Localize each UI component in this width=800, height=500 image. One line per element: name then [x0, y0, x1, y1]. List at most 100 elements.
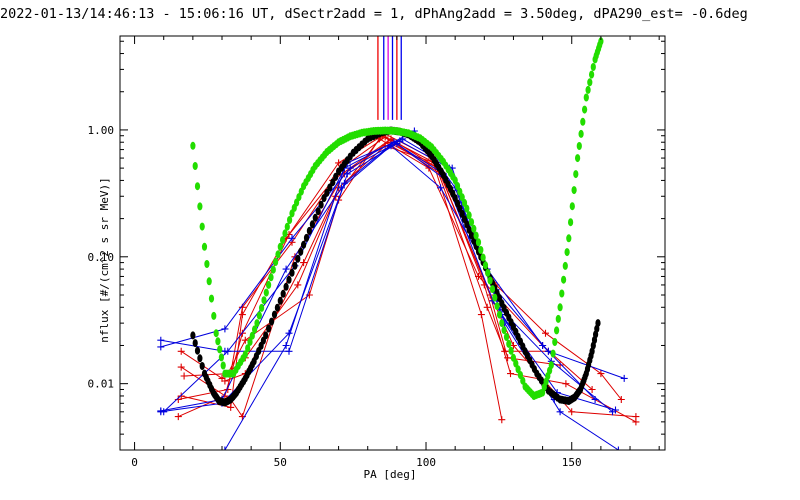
green-fit-point [218, 353, 224, 362]
green-fit-point [190, 141, 196, 150]
green-fit-point [482, 261, 489, 270]
black-fit-point [333, 172, 339, 181]
series-line [160, 141, 555, 413]
green-fit-point [245, 344, 251, 353]
series-point-marker [157, 343, 165, 351]
black-fit-point [315, 207, 321, 216]
series-point-marker [224, 347, 232, 355]
green-fit-point [270, 265, 276, 274]
series-point-marker [335, 159, 343, 167]
green-fit-point [215, 337, 221, 346]
black-fit-point [283, 282, 289, 291]
series-point-marker [437, 184, 445, 192]
green-fit-point [564, 248, 570, 257]
green-fit-point [454, 182, 461, 190]
green-fit-point [508, 346, 514, 355]
black-fit-point [324, 188, 330, 197]
x-tick-label: 150 [562, 456, 582, 469]
series-point-marker [588, 386, 596, 393]
series-point-marker [300, 259, 308, 267]
black-fit-point [197, 354, 203, 363]
green-fit-point [197, 202, 203, 211]
black-fit-point [277, 296, 283, 305]
black-fit-point [263, 331, 269, 340]
black-fit-point [295, 254, 301, 263]
y-tick-label: 0.01 [88, 378, 115, 391]
series-point-marker [556, 361, 564, 369]
green-fit-point [485, 268, 491, 277]
series-point-marker [387, 135, 395, 143]
vertical-marker-lines [377, 36, 402, 120]
green-fit-point [496, 310, 503, 319]
y-tick-label: 1.00 [88, 124, 115, 137]
series-point-marker [294, 281, 302, 289]
green-fit-point [199, 222, 205, 231]
green-fit-point [213, 329, 219, 338]
series-point-marker [539, 342, 547, 349]
black-fit-point [280, 289, 286, 298]
series-point-marker [157, 336, 165, 344]
green-fit-point [513, 359, 519, 368]
series-point-marker [157, 407, 165, 415]
series-point-marker [221, 377, 229, 385]
green-fit-point [280, 236, 286, 245]
series-point-marker [241, 336, 249, 344]
green-fit-point [578, 129, 584, 138]
green-fit-point [273, 258, 279, 266]
green-fit-point [573, 170, 579, 179]
green-fit-point [568, 218, 574, 227]
green-fit-point [259, 303, 265, 312]
black-fit-point [301, 240, 307, 249]
black-fit-point [266, 324, 272, 333]
green-fit-point [487, 276, 493, 285]
green-fit-point [461, 198, 468, 207]
series-point-marker [483, 303, 491, 311]
series-point-marker [221, 446, 229, 450]
black-fit-point [298, 247, 304, 256]
x-axis-label: PA [deg] [364, 468, 417, 481]
series-point-marker [221, 325, 229, 333]
black-fit-point [292, 261, 298, 270]
x-tick-label: 50 [274, 456, 287, 469]
plot-frame [119, 35, 666, 451]
green-fit-point [583, 93, 589, 102]
series-point-marker [507, 370, 514, 378]
y-tick-label: 0.10 [88, 251, 115, 264]
black-fit-point [327, 183, 333, 192]
green-fit-point [503, 333, 510, 341]
series-point-marker [568, 408, 576, 416]
series-point-marker [542, 329, 549, 337]
black-fit-point [271, 310, 278, 319]
green-fit-point [566, 234, 572, 243]
series-point-marker [475, 272, 482, 280]
black-fit-point [306, 226, 312, 235]
green-fit-point [585, 85, 591, 94]
green-fit-point [194, 182, 201, 191]
series-point-marker [597, 370, 605, 378]
green-fit-point [249, 331, 255, 340]
series-point-marker [238, 311, 246, 319]
green-fit-point [256, 311, 262, 320]
green-fit-point [247, 337, 253, 346]
green-fit-point [208, 294, 215, 303]
black-fit-point [330, 178, 336, 187]
black-fit-point [309, 220, 315, 229]
series-point-marker [177, 392, 185, 400]
green-fit-point [478, 246, 484, 254]
green-fit-point [520, 376, 526, 385]
series-point-marker [591, 396, 599, 403]
black-fit-point [303, 233, 310, 242]
green-fit-point [499, 319, 505, 328]
series-line [178, 136, 549, 400]
x-tick-label: 100 [416, 456, 436, 469]
series-point-marker [174, 413, 182, 421]
black-fit-point [595, 319, 601, 328]
series-point-marker [282, 342, 290, 349]
green-fit-point [266, 280, 272, 289]
black-fit-point [199, 362, 205, 370]
green-fit-point [494, 302, 500, 311]
green-fit-point [582, 105, 588, 114]
green-fit-point [242, 350, 248, 359]
green-fit-point [575, 154, 581, 163]
green-fit-point [263, 288, 269, 297]
